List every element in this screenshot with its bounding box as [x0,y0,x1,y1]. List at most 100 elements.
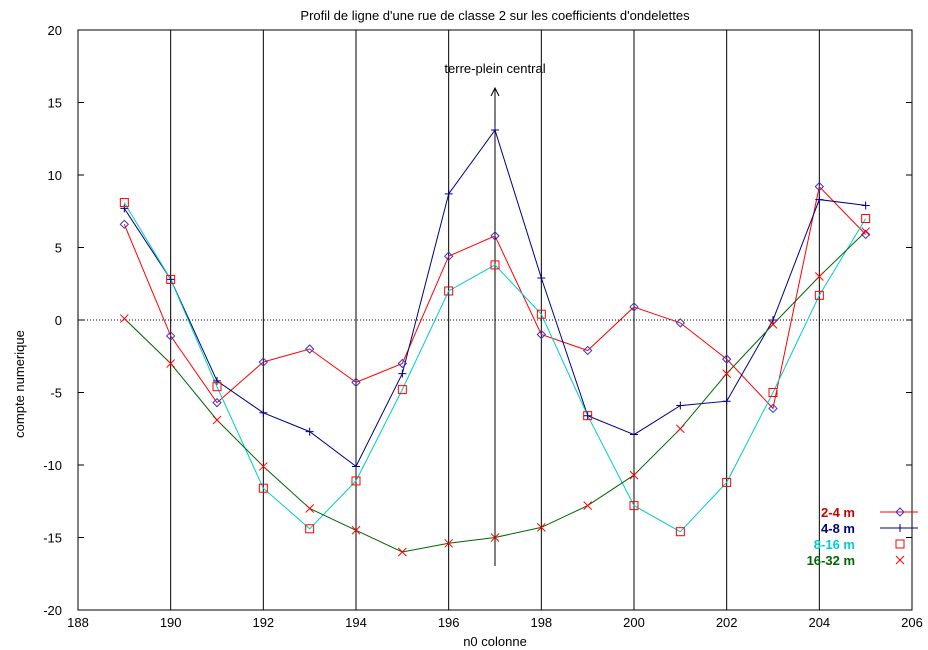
data-point-s2 [444,286,454,296]
y-tick-label: -10 [43,458,62,473]
legend-marker-3 [895,555,905,565]
data-point-s2 [119,198,129,208]
data-point-s1 [676,401,685,410]
legend-marker-2 [895,539,905,549]
data-point-s2 [722,477,732,487]
data-point-s0 [629,302,639,312]
data-point-s1 [861,201,870,210]
data-point-s1 [815,195,824,204]
data-point-s3 [583,501,593,510]
data-point-s2 [861,214,871,223]
legend: 2-4 m4-8 m8-16 m16-32 m [807,505,918,568]
data-point-s1 [305,427,314,436]
data-point-s3 [814,272,824,281]
data-point-s0 [212,397,222,408]
y-tick-label: 20 [48,23,62,38]
data-point-s2 [258,483,268,493]
data-point-s2 [536,309,546,319]
data-point-s3 [490,533,500,542]
x-tick-label: 200 [623,615,645,630]
data-point-s0 [768,403,778,414]
data-point-s2 [166,274,176,284]
data-point-s3 [397,547,407,557]
data-point-s3 [119,314,129,323]
y-tick-label: 5 [55,241,62,256]
data-point-s0 [860,229,871,240]
x-tick-label: 202 [716,615,738,630]
data-point-s1 [120,204,129,213]
x-tick-label: 198 [530,615,552,630]
data-point-s1 [444,189,453,198]
annotation-label: terre-plein central [444,61,545,76]
data-point-s0 [165,331,176,341]
data-point-s1 [537,273,546,282]
data-point-s3 [722,369,732,379]
data-point-s0 [536,329,547,340]
legend-marker-1 [896,524,904,532]
data-point-s0 [490,231,500,241]
data-point-s0 [582,345,593,356]
data-point-s1 [166,275,175,284]
y-tick-label: 0 [55,313,62,328]
data-point-s0 [721,354,732,364]
legend-label-2: 8-16 m [814,537,855,552]
data-point-s2 [305,524,315,534]
legend-label-1: 4-8 m [821,521,855,536]
data-point-s1 [213,376,221,385]
data-point-s1 [769,316,777,324]
data-point-s2 [351,476,361,486]
x-tick-label: 190 [160,615,182,630]
axes [77,29,913,611]
data-point-s3 [351,525,361,535]
series-line-2 [123,202,867,533]
data-point-s0 [304,344,315,354]
y-axis-label: compte numerique [12,330,27,438]
arrow-head-icon [490,86,500,97]
data-point-s0 [397,358,408,369]
data-point-s1 [491,126,499,135]
data-point-s0 [443,251,454,261]
x-axis-label: n0 colonne [463,634,527,649]
y-tick-label: -15 [43,531,62,546]
x-tick-label: 196 [438,615,460,630]
data-point-s2 [629,501,639,511]
data-point-s3 [305,504,315,513]
data-point-s3 [536,522,546,532]
data-point-s2 [768,388,778,397]
chart-title: Profil de ligne d'une rue de classe 2 su… [300,8,690,23]
data-point-s0 [814,181,825,192]
data-point-s3 [258,462,268,471]
data-point-s1 [630,430,638,439]
data-point-s0 [675,318,686,328]
legend-label-3: 16-32 m [807,553,855,568]
legend-marker-0 [895,507,905,517]
data-point-s1 [352,462,360,471]
data-point-s1 [722,397,731,406]
annotation-group: terre-plein central [444,61,546,566]
data-point-s3 [444,538,454,548]
x-tick-label: 194 [345,615,367,630]
x-tick-label: 192 [252,615,274,630]
y-tick-label: 10 [48,168,62,183]
data-point-s2 [814,290,824,300]
data-point-s3 [675,424,685,434]
x-tick-labels: 188 190 192 194 196 198 200 202 204 206 [67,615,923,630]
data-point-s0 [258,357,269,367]
data-point-s1 [398,369,407,378]
series-markers [119,126,871,557]
data-point-s1 [259,408,268,417]
x-tick-label: 204 [808,615,830,630]
data-point-s2 [397,385,407,395]
data-point-s1 [583,411,592,420]
y-tick-label: -20 [43,603,62,618]
y-tick-label: -5 [50,386,62,401]
data-point-s3 [629,470,639,480]
data-point-s0 [351,377,361,388]
y-tick-labels: -20 -15 -10 -5 0 5 10 15 20 [43,23,62,618]
data-point-s3 [166,359,176,368]
data-point-s0 [119,219,130,230]
x-tick-label: 188 [67,615,89,630]
data-point-s2 [490,260,500,270]
y-tick-label: 15 [48,96,62,111]
